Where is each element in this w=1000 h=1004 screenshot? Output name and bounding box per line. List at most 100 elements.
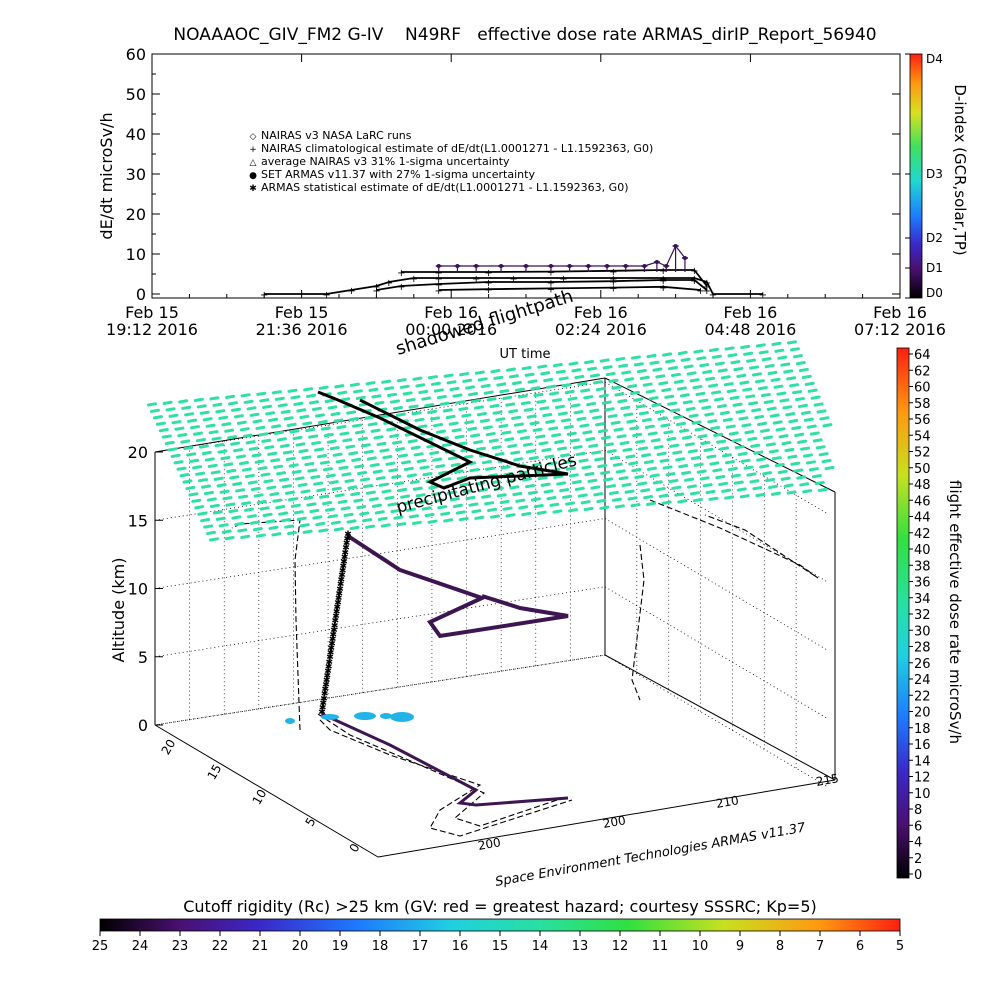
particle-mark bbox=[777, 355, 788, 360]
particle-mark bbox=[446, 380, 457, 385]
series-point: + bbox=[690, 266, 698, 277]
dose-tick-label: 24 bbox=[914, 673, 931, 688]
particle-mark bbox=[213, 476, 224, 481]
particle-mark bbox=[783, 483, 794, 488]
cutoff-tick-label: 9 bbox=[736, 939, 744, 954]
particle-mark bbox=[573, 410, 584, 415]
particle-mark bbox=[527, 490, 538, 495]
x-tick-label-date: Feb 16 bbox=[574, 303, 628, 322]
cutoff-tick-label: 13 bbox=[572, 939, 589, 954]
particle-mark bbox=[532, 427, 543, 432]
particle-mark bbox=[406, 507, 417, 512]
particle-mark bbox=[524, 372, 535, 377]
particle-mark bbox=[767, 484, 778, 489]
particle-mark bbox=[452, 393, 463, 398]
particle-mark bbox=[760, 392, 771, 398]
particle-mark bbox=[571, 480, 582, 485]
flight-climb-marker: ✱ bbox=[339, 567, 347, 577]
particle-mark bbox=[366, 456, 377, 461]
particle-mark bbox=[586, 401, 597, 407]
particle-mark bbox=[279, 477, 290, 482]
particle-mark bbox=[594, 457, 605, 462]
particle-mark bbox=[781, 441, 792, 446]
particle-mark bbox=[477, 377, 488, 382]
particle-mark bbox=[744, 430, 755, 435]
particle-mark bbox=[328, 480, 339, 485]
altitude-tick-label: 5 bbox=[138, 648, 148, 667]
particle-mark bbox=[811, 474, 822, 479]
particle-mark bbox=[224, 536, 235, 541]
particle-mark bbox=[152, 415, 163, 420]
particle-mark bbox=[391, 474, 402, 479]
dose-tick-label: 26 bbox=[914, 657, 931, 672]
ut-time-label: UT time bbox=[500, 347, 551, 362]
particle-mark bbox=[201, 450, 212, 456]
particle-mark bbox=[290, 395, 301, 400]
particle-mark bbox=[538, 441, 549, 446]
particle-mark bbox=[786, 376, 797, 381]
particle-mark bbox=[396, 378, 407, 383]
series-point bbox=[524, 264, 528, 268]
particle-mark bbox=[592, 415, 603, 420]
particle-mark bbox=[196, 404, 207, 409]
particle-mark bbox=[287, 530, 298, 536]
dose-rate-colorbar-label: flight effective dose rate microSv/h bbox=[946, 480, 964, 744]
particle-mark bbox=[357, 436, 368, 441]
particle-mark bbox=[189, 458, 200, 463]
particle-mark bbox=[747, 436, 758, 442]
particle-mark bbox=[693, 462, 704, 467]
particle-mark bbox=[284, 524, 295, 529]
particle-mark bbox=[704, 412, 715, 417]
particle-mark bbox=[198, 444, 209, 449]
particle-mark bbox=[776, 391, 787, 396]
particle-mark bbox=[250, 486, 261, 492]
particle-mark bbox=[336, 425, 347, 430]
particle-mark bbox=[337, 390, 348, 395]
particle-mark bbox=[206, 497, 217, 502]
particle-mark bbox=[284, 490, 295, 495]
particle-mark bbox=[789, 383, 800, 388]
particle-mark bbox=[483, 390, 494, 395]
particle-mark bbox=[724, 460, 735, 465]
series-point: + bbox=[547, 268, 555, 279]
top-y-axis-label: dE/dt microSv/h bbox=[97, 112, 116, 239]
particle-mark bbox=[458, 517, 469, 522]
particle-mark bbox=[464, 420, 475, 425]
particle-mark bbox=[183, 445, 194, 451]
particle-mark bbox=[432, 457, 443, 462]
particle-mark bbox=[499, 389, 510, 394]
dose-blob bbox=[380, 713, 392, 719]
flight-climb-marker: ✱ bbox=[344, 530, 352, 540]
particle-mark bbox=[255, 533, 266, 538]
dose-rate-ticks: 0246810121416182022242628303234363840424… bbox=[909, 348, 931, 883]
series-point bbox=[474, 264, 479, 268]
particle-mark bbox=[615, 356, 626, 362]
particle-mark bbox=[255, 425, 266, 430]
particle-mark bbox=[683, 364, 694, 369]
particle-mark bbox=[582, 430, 593, 435]
particle-mark bbox=[716, 439, 727, 444]
legend-symbol-diamond: ◇ bbox=[250, 132, 257, 142]
flight-climb-marker: ✱ bbox=[333, 608, 341, 618]
particle-mark bbox=[605, 371, 616, 377]
particle-mark bbox=[379, 448, 390, 453]
particle-mark bbox=[821, 458, 832, 464]
particle-mark bbox=[302, 421, 313, 426]
particle-mark bbox=[691, 420, 702, 425]
particle-mark bbox=[615, 469, 626, 474]
particle-mark bbox=[442, 408, 453, 413]
particle-mark bbox=[595, 422, 606, 427]
particle-mark bbox=[228, 401, 239, 406]
particle-mark bbox=[702, 369, 713, 375]
particle-mark bbox=[253, 493, 264, 498]
particle-mark bbox=[414, 417, 425, 422]
flight-climb-marker: ✱ bbox=[327, 649, 335, 659]
flight-climb-marker: ✱ bbox=[320, 699, 328, 709]
particle-mark bbox=[562, 459, 573, 465]
particle-mark bbox=[149, 408, 160, 413]
particle-mark bbox=[304, 461, 315, 467]
particle-mark bbox=[234, 521, 245, 527]
particle-mark bbox=[475, 481, 486, 486]
particle-mark bbox=[344, 478, 355, 484]
particle-mark bbox=[780, 362, 791, 367]
